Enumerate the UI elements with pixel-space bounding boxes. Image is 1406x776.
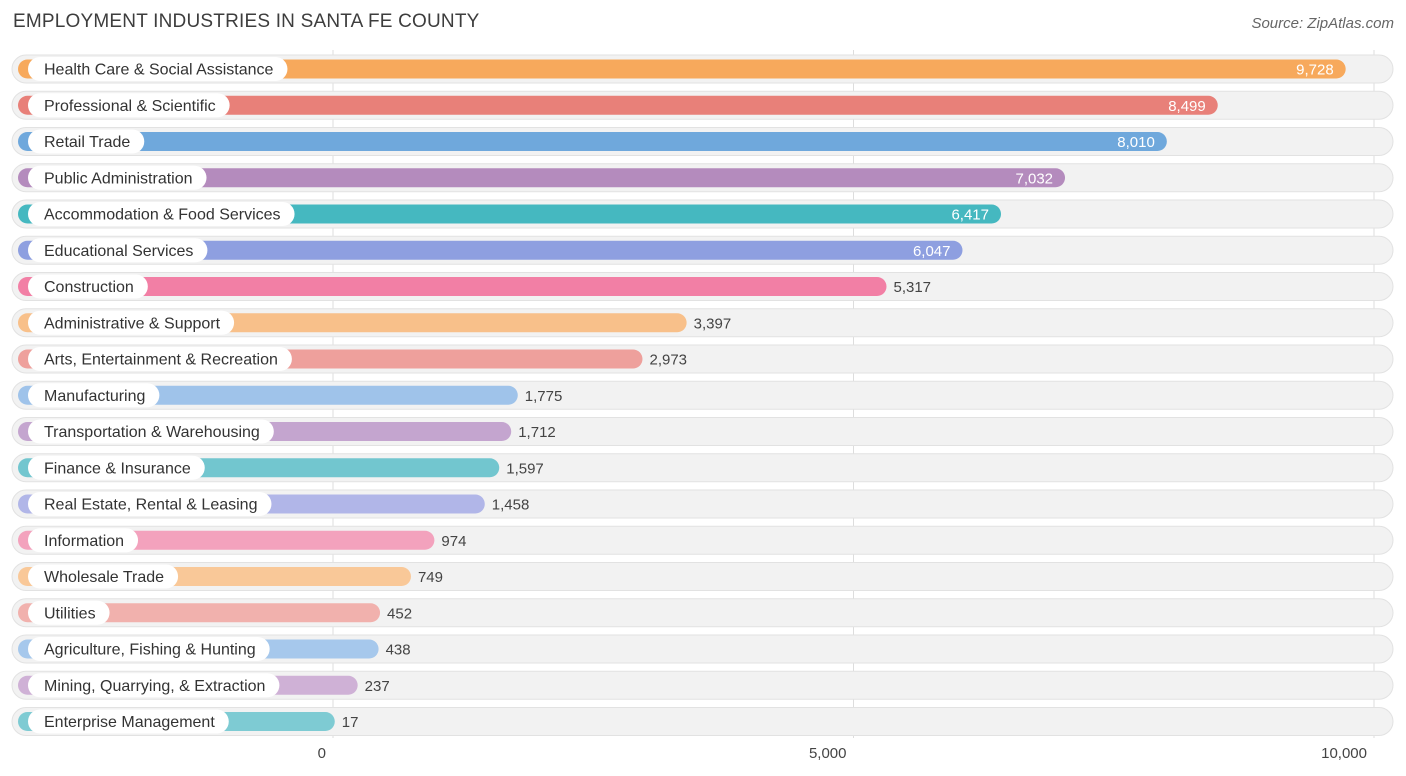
category-label-pill <box>28 455 205 480</box>
value-label: 8,010 <box>1117 134 1155 151</box>
category-label-pill <box>28 165 207 190</box>
category-label: Health Care & Social Assistance <box>44 62 274 79</box>
category-label: Accommodation & Food Services <box>44 207 281 224</box>
category-label: Educational Services <box>44 243 193 260</box>
category-label-pill <box>28 129 145 154</box>
bar[interactable] <box>18 95 1218 115</box>
category-label-pill <box>28 383 160 408</box>
category-label-pill <box>28 600 110 625</box>
value-label: 2,973 <box>649 352 687 369</box>
category-label-pill <box>28 347 292 371</box>
category-label-pill <box>28 419 274 444</box>
value-label: 6,047 <box>913 243 951 260</box>
category-label: Arts, Entertainment & Recreation <box>44 352 278 369</box>
chart-title: EMPLOYMENT INDUSTRIES IN SANTA FE COUNTY <box>13 11 480 32</box>
value-label: 9,728 <box>1296 62 1334 79</box>
category-label: Public Administration <box>44 170 193 187</box>
value-label: 1,712 <box>518 424 556 441</box>
category-label-pill <box>28 202 295 226</box>
value-label: 5,317 <box>893 279 931 296</box>
value-label: 1,597 <box>506 460 544 477</box>
x-tick-label: 0 <box>318 745 326 762</box>
category-label: Agriculture, Fishing & Hunting <box>44 642 256 659</box>
value-label: 6,417 <box>951 207 989 224</box>
category-label: Manufacturing <box>44 388 145 405</box>
category-label-pill <box>28 528 139 553</box>
value-label: 237 <box>365 678 390 695</box>
category-label-pill <box>28 274 148 299</box>
bar[interactable] <box>18 277 887 296</box>
category-label: Construction <box>44 279 134 296</box>
category-label: Enterprise Management <box>44 714 215 731</box>
category-label: Mining, Quarrying, & Extraction <box>44 678 265 695</box>
value-label: 452 <box>387 605 412 622</box>
category-label-pill <box>28 492 272 516</box>
category-label: Administrative & Support <box>44 315 221 332</box>
row-track <box>11 670 1394 700</box>
value-label: 974 <box>441 533 466 550</box>
category-label-pill <box>28 709 229 734</box>
bar[interactable] <box>18 168 1066 188</box>
category-label: Transportation & Warehousing <box>44 424 260 441</box>
category-label-pill <box>28 93 230 118</box>
category-label-pill <box>28 57 288 81</box>
value-label: 3,397 <box>694 315 732 332</box>
category-label: Retail Trade <box>44 134 130 151</box>
category-label-pill <box>28 310 235 335</box>
value-label: 8,499 <box>1168 98 1206 115</box>
category-label: Information <box>44 533 124 550</box>
value-label: 438 <box>386 642 411 659</box>
value-label: 17 <box>342 714 359 731</box>
bar[interactable] <box>18 132 1167 151</box>
category-label: Wholesale Trade <box>44 569 164 586</box>
bar[interactable] <box>18 59 1346 79</box>
chart-source: Source: ZipAtlas.com <box>1251 15 1394 32</box>
value-label: 1,458 <box>492 497 530 514</box>
x-tick-label: 5,000 <box>809 745 847 762</box>
category-label-pill <box>28 637 270 661</box>
value-label: 7,032 <box>1015 170 1053 187</box>
x-tick-label: 10,000 <box>1321 745 1367 762</box>
category-label-pill <box>28 673 280 698</box>
category-label: Professional & Scientific <box>44 98 216 115</box>
value-label: 749 <box>418 569 443 586</box>
category-label-pill <box>28 238 208 263</box>
category-label: Real Estate, Rental & Leasing <box>44 497 257 514</box>
value-label: 1,775 <box>525 388 563 405</box>
bar[interactable] <box>18 240 963 260</box>
category-label: Utilities <box>44 605 96 622</box>
category-label-pill <box>28 564 179 589</box>
row-track <box>11 707 1394 736</box>
category-label: Finance & Insurance <box>44 460 191 477</box>
